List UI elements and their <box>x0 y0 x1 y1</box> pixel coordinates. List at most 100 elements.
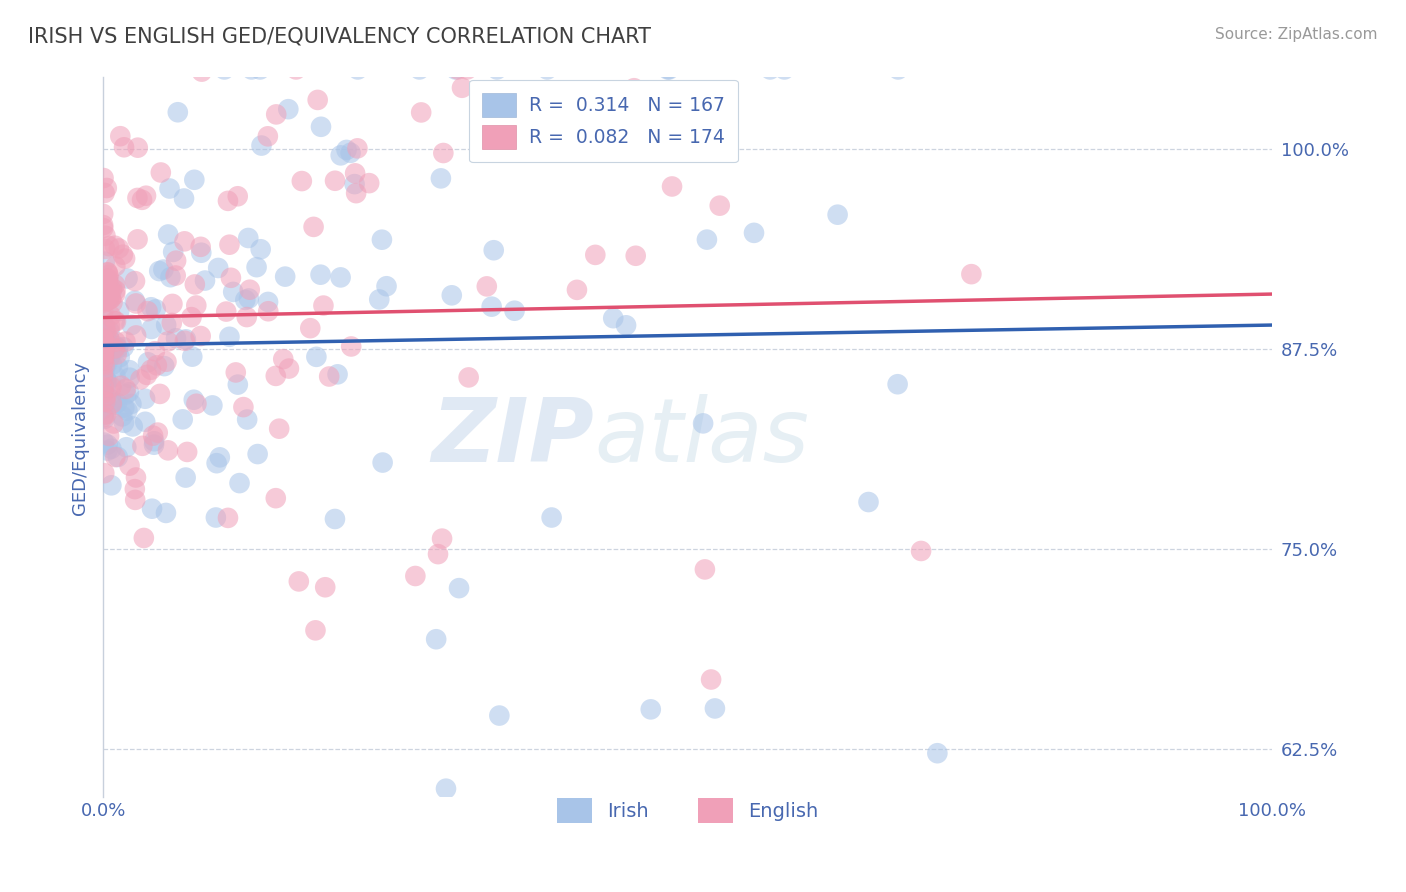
Point <box>339 145 361 160</box>
Point <box>457 370 479 384</box>
Point <box>118 385 141 400</box>
Point <box>93 341 115 355</box>
Point <box>91 367 114 381</box>
Point <box>143 438 166 452</box>
Point <box>112 416 135 430</box>
Point <box>540 510 562 524</box>
Point <box>887 62 910 77</box>
Point <box>162 297 184 311</box>
Point <box>235 310 257 324</box>
Point <box>97 266 120 280</box>
Point <box>96 356 118 370</box>
Point <box>264 368 287 383</box>
Point <box>94 294 117 309</box>
Point <box>91 332 114 346</box>
Point <box>96 265 118 279</box>
Point <box>124 492 146 507</box>
Point <box>194 274 217 288</box>
Point <box>257 294 280 309</box>
Point <box>456 62 478 77</box>
Point <box>773 62 796 77</box>
Point <box>98 319 121 334</box>
Point <box>91 410 114 425</box>
Point <box>93 466 115 480</box>
Point <box>104 398 127 412</box>
Point <box>215 304 238 318</box>
Point <box>94 394 117 409</box>
Point <box>165 331 187 345</box>
Point <box>174 470 197 484</box>
Point <box>181 350 204 364</box>
Point <box>155 318 177 332</box>
Point <box>205 510 228 524</box>
Point <box>344 186 367 201</box>
Point <box>344 166 367 180</box>
Point <box>131 193 153 207</box>
Point <box>129 372 152 386</box>
Point <box>91 218 114 232</box>
Point <box>93 408 115 422</box>
Point <box>93 384 115 399</box>
Point <box>149 387 172 401</box>
Point <box>94 373 117 387</box>
Point <box>208 450 231 465</box>
Point <box>104 334 127 349</box>
Point <box>101 397 124 411</box>
Point <box>447 62 470 77</box>
Point <box>104 260 127 274</box>
Point <box>94 319 117 334</box>
Point <box>162 244 184 259</box>
Point <box>326 368 349 382</box>
Point <box>700 673 723 687</box>
Point <box>100 292 122 306</box>
Point <box>104 283 127 297</box>
Point <box>277 102 299 116</box>
Point <box>696 233 718 247</box>
Point <box>91 293 114 308</box>
Point <box>693 562 716 576</box>
Point <box>118 363 141 377</box>
Point <box>256 129 278 144</box>
Point <box>309 120 332 134</box>
Point <box>155 506 177 520</box>
Point <box>97 239 120 253</box>
Point <box>94 407 117 421</box>
Point <box>827 208 849 222</box>
Point <box>124 482 146 496</box>
Point <box>103 417 125 431</box>
Point <box>141 501 163 516</box>
Point <box>91 349 114 363</box>
Point <box>274 269 297 284</box>
Point <box>91 369 114 384</box>
Point <box>104 238 127 252</box>
Point <box>127 232 149 246</box>
Point <box>94 359 117 373</box>
Point <box>232 400 254 414</box>
Point <box>359 176 381 190</box>
Point <box>343 177 366 191</box>
Point <box>152 262 174 277</box>
Point <box>299 321 322 335</box>
Point <box>93 283 115 297</box>
Point <box>97 271 120 285</box>
Point <box>96 181 118 195</box>
Point <box>93 412 115 426</box>
Legend: Irish, English: Irish, English <box>546 786 831 835</box>
Point <box>107 342 129 356</box>
Point <box>108 304 131 318</box>
Point <box>97 268 120 283</box>
Point <box>269 422 291 436</box>
Point <box>94 242 117 256</box>
Point <box>125 296 148 310</box>
Point <box>186 397 208 411</box>
Point <box>134 392 156 406</box>
Point <box>264 107 287 121</box>
Point <box>97 438 120 452</box>
Point <box>107 450 129 464</box>
Point <box>309 268 332 282</box>
Point <box>134 415 156 429</box>
Point <box>658 62 681 77</box>
Point <box>302 219 325 234</box>
Point <box>139 363 162 377</box>
Point <box>623 822 645 837</box>
